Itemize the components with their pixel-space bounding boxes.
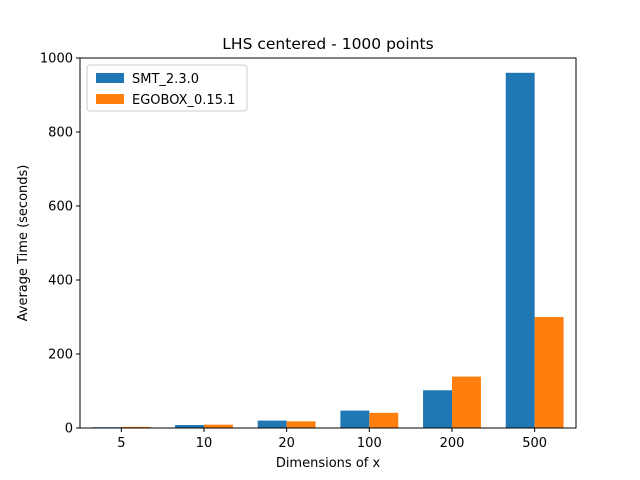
bar-EGOBOX_0.15.1-5 [121,426,151,428]
bar-EGOBOX_0.15.1-500 [534,317,564,428]
y-tick-label: 800 [48,126,73,141]
bar-SMT_2.3.0-10 [175,425,204,428]
y-axis-label: Average Time (seconds) [16,165,31,322]
bar-SMT_2.3.0-20 [257,420,287,428]
chart-title: LHS centered - 1000 points [222,35,433,53]
x-tick-label: 100 [357,436,382,451]
y-tick-label: 400 [48,274,73,289]
legend: SMT_2.3.0 EGOBOX_0.15.1 [86,64,248,112]
bar-EGOBOX_0.15.1-10 [204,424,233,428]
y-tick-label: 200 [48,348,73,363]
y-tick-label: 0 [65,422,73,437]
bar-SMT_2.3.0-200 [423,390,452,428]
x-tick-label: 20 [278,436,295,451]
legend-swatch-SMT_2.3.0 [96,73,124,83]
x-tick-label: 200 [440,436,465,451]
bars-group [92,72,564,429]
bar-EGOBOX_0.15.1-200 [452,376,481,428]
x-tick-label: 5 [117,436,125,451]
bar-EGOBOX_0.15.1-100 [369,412,399,428]
x-tick-label: 10 [196,436,213,451]
legend-box [86,64,248,112]
y-tick-label: 600 [48,200,73,215]
legend-label-EGOBOX_0.15.1: EGOBOX_0.15.1 [132,93,235,108]
plot-frame [79,57,577,429]
x-axis-label: Dimensions of x [276,456,381,471]
legend-label-SMT_2.3.0: SMT_2.3.0 [132,72,199,87]
bar-EGOBOX_0.15.1-20 [286,421,316,428]
y-tick-label: 1000 [40,52,73,67]
bar-SMT_2.3.0-100 [340,410,370,428]
legend-swatch-EGOBOX_0.15.1 [96,94,124,104]
bar-SMT_2.3.0-500 [505,72,535,429]
x-tick-label: 500 [522,436,547,451]
